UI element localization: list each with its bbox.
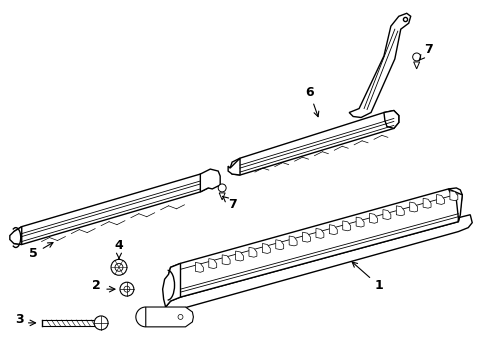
Polygon shape — [422, 198, 430, 208]
Text: 4: 4 — [114, 239, 123, 258]
Circle shape — [115, 264, 122, 271]
Text: 3: 3 — [15, 313, 24, 326]
Polygon shape — [275, 240, 283, 249]
Polygon shape — [208, 258, 216, 269]
Text: 1: 1 — [351, 262, 383, 292]
Circle shape — [111, 260, 127, 275]
Text: 6: 6 — [305, 86, 318, 117]
Polygon shape — [328, 225, 337, 235]
Polygon shape — [409, 202, 417, 212]
Polygon shape — [302, 232, 310, 242]
Text: 2: 2 — [92, 279, 101, 292]
Polygon shape — [348, 13, 410, 117]
Polygon shape — [12, 174, 210, 244]
Polygon shape — [395, 206, 404, 216]
Polygon shape — [228, 158, 240, 175]
Polygon shape — [315, 229, 323, 238]
Circle shape — [218, 184, 225, 192]
Polygon shape — [382, 210, 390, 220]
Polygon shape — [447, 189, 461, 222]
Text: 7: 7 — [222, 196, 236, 211]
Polygon shape — [219, 193, 224, 200]
Polygon shape — [449, 191, 457, 201]
Polygon shape — [235, 251, 243, 261]
Polygon shape — [165, 215, 471, 315]
Polygon shape — [355, 217, 364, 227]
Circle shape — [123, 286, 130, 292]
Circle shape — [178, 314, 183, 319]
Polygon shape — [288, 236, 297, 246]
Polygon shape — [383, 111, 398, 129]
Polygon shape — [222, 255, 230, 265]
Polygon shape — [195, 262, 203, 272]
Polygon shape — [163, 264, 180, 307]
Text: 5: 5 — [29, 243, 53, 260]
Circle shape — [120, 282, 134, 296]
Circle shape — [94, 316, 108, 330]
Polygon shape — [248, 247, 256, 257]
Polygon shape — [230, 111, 398, 175]
Circle shape — [412, 53, 420, 61]
Polygon shape — [168, 188, 461, 297]
Text: 7: 7 — [419, 43, 432, 60]
Polygon shape — [369, 213, 377, 223]
Polygon shape — [200, 169, 220, 192]
Polygon shape — [262, 243, 270, 253]
Polygon shape — [10, 227, 21, 244]
Polygon shape — [145, 307, 193, 327]
Polygon shape — [413, 62, 419, 69]
Polygon shape — [342, 221, 350, 231]
Polygon shape — [436, 194, 444, 204]
